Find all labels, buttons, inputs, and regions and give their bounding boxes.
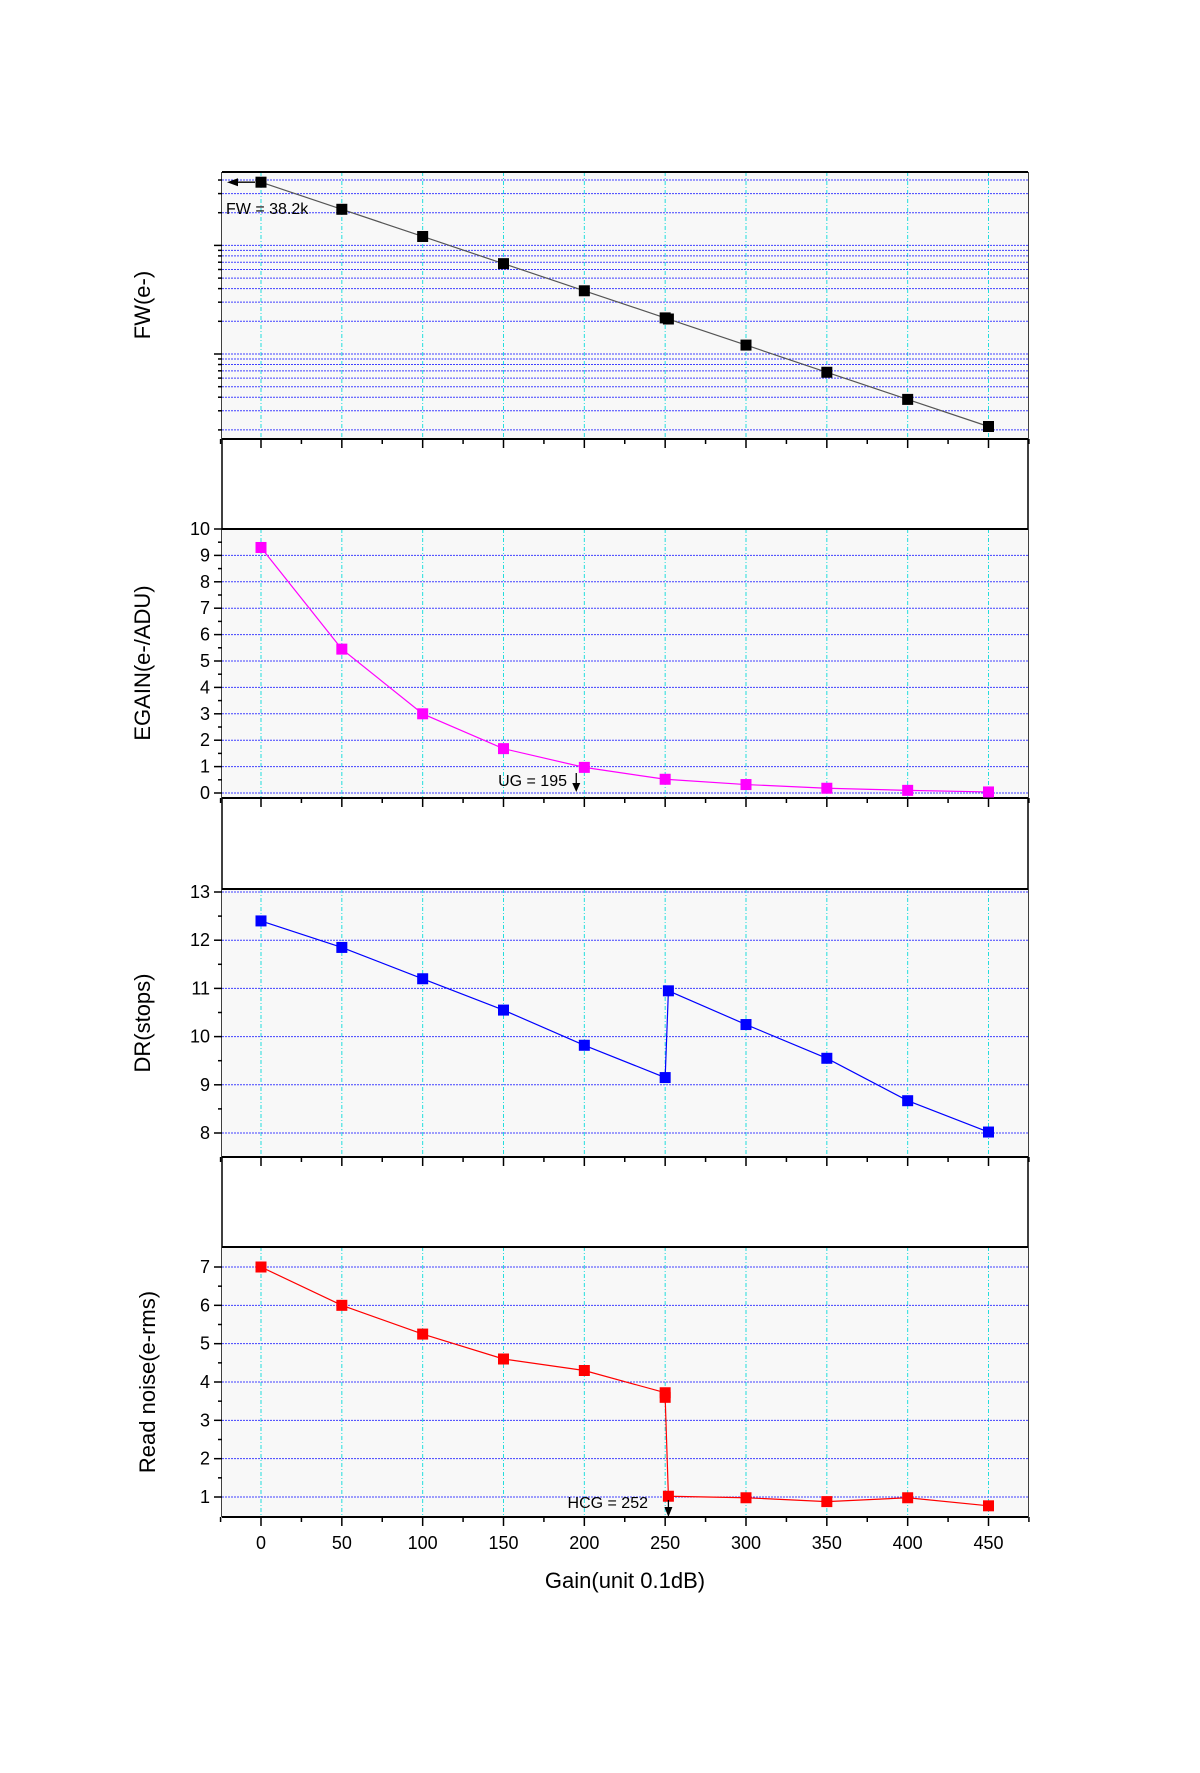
- y-tick-label: 3: [200, 1410, 210, 1430]
- x-tick-label: 150: [488, 1533, 518, 1553]
- y-axis-title-read-noise: Read noise(e-rms): [135, 1291, 160, 1473]
- arrowhead-down-icon: [572, 783, 581, 792]
- x-tick-label: 350: [812, 1533, 842, 1553]
- data-point: [255, 176, 267, 188]
- y-tick-label: 7: [200, 598, 210, 618]
- x-axis-title: Gain(unit 0.1dB): [545, 1568, 705, 1593]
- y-tick-label: 5: [200, 1334, 210, 1354]
- panel-0: [214, 171, 1030, 448]
- data-point: [740, 339, 752, 351]
- arrowhead-left-icon: [227, 178, 238, 187]
- y-tick-label: 2: [200, 730, 210, 750]
- y-tick-label: 0: [200, 783, 210, 803]
- data-point: [740, 1019, 752, 1031]
- y-tick-label: 1: [200, 757, 210, 777]
- y-tick-label: 7: [200, 1257, 210, 1277]
- plot-area: [222, 529, 1028, 798]
- data-point: [983, 1500, 994, 1512]
- data-point: [983, 1126, 994, 1138]
- data-point: [417, 973, 429, 985]
- y-tick-label: 6: [200, 625, 210, 645]
- y-tick-label: 3: [200, 704, 210, 724]
- y-axis-title-egain: EGAIN(e-/ADU): [130, 585, 155, 740]
- data-point: [740, 1492, 752, 1504]
- x-tick-label: 200: [569, 1533, 599, 1553]
- data-point: [417, 1328, 429, 1340]
- data-point: [336, 203, 348, 215]
- plot-area: [222, 889, 1028, 1157]
- data-point: [417, 708, 429, 720]
- y-tick-label: 2: [200, 1449, 210, 1469]
- x-tick-label: 300: [731, 1533, 761, 1553]
- data-point: [336, 643, 348, 655]
- x-tick-label: 450: [973, 1533, 1003, 1553]
- annotation-ug: UG = 195: [498, 773, 567, 790]
- data-point: [740, 779, 752, 791]
- data-point: [498, 1004, 509, 1016]
- y-tick-label: 12: [190, 930, 210, 950]
- data-point: [336, 1299, 348, 1311]
- y-tick-label: 8: [200, 572, 210, 592]
- data-point: [659, 1072, 671, 1084]
- data-point: [255, 1261, 267, 1273]
- y-tick-label: 5: [200, 651, 210, 671]
- data-point: [662, 1490, 674, 1502]
- data-point: [578, 1039, 590, 1051]
- y-tick-label: 9: [200, 545, 210, 565]
- series-line: [260, 547, 989, 793]
- data-point: [983, 786, 994, 798]
- annotation-hcg: HCG = 252: [568, 1495, 649, 1512]
- data-point: [662, 985, 674, 997]
- y-tick-label: 4: [200, 677, 210, 697]
- data-point: [902, 1492, 914, 1504]
- data-point: [983, 420, 994, 432]
- data-point: [821, 1052, 833, 1064]
- x-tick-label: 50: [332, 1533, 352, 1553]
- panel-3: 1 2 3 4 5 6 7: [200, 1246, 1030, 1526]
- panel-1: 0 1 2 3 4 5 6 7 8 9 10: [190, 519, 1030, 807]
- data-point: [498, 743, 509, 755]
- y-tick-label: 13: [190, 882, 210, 902]
- data-point: [659, 1391, 671, 1403]
- y-tick-label: 11: [191, 978, 210, 998]
- x-tick-label: 250: [650, 1533, 680, 1553]
- y-tick-label: 6: [200, 1295, 210, 1315]
- y-tick-label: 1: [200, 1487, 210, 1507]
- data-point: [336, 941, 348, 953]
- panel-2: 8 9 10 11 12 13: [190, 882, 1030, 1166]
- y-tick-label: 10: [190, 519, 210, 539]
- y-tick-label: 10: [190, 1027, 210, 1047]
- data-point: [417, 230, 429, 242]
- y-tick-label: 4: [200, 1372, 210, 1392]
- data-point: [821, 366, 833, 378]
- x-tick-label: 100: [408, 1533, 438, 1553]
- data-point: [902, 784, 914, 796]
- data-point: [578, 1365, 590, 1376]
- data-point: [902, 393, 914, 405]
- data-point: [821, 782, 833, 794]
- data-point: [578, 761, 590, 773]
- x-tick-label: 0: [256, 1533, 266, 1553]
- data-point: [902, 1095, 914, 1107]
- data-point: [659, 773, 671, 785]
- annotation-fw: FW = 38.2k: [226, 201, 309, 218]
- arrowhead-down-icon: [664, 1507, 673, 1517]
- data-point: [498, 1353, 509, 1365]
- y-tick-label: 9: [200, 1075, 210, 1095]
- y-axis-title-dr: DR(stops): [130, 973, 155, 1072]
- y-tick-label: 8: [200, 1123, 210, 1143]
- data-point: [498, 258, 509, 270]
- y-axis-title-fw: FW(e-): [130, 271, 155, 339]
- data-point: [255, 541, 267, 553]
- x-tick-label: 400: [893, 1533, 923, 1553]
- data-point: [255, 915, 267, 927]
- data-point: [821, 1496, 833, 1508]
- data-point: [578, 285, 590, 297]
- data-point: [662, 313, 674, 325]
